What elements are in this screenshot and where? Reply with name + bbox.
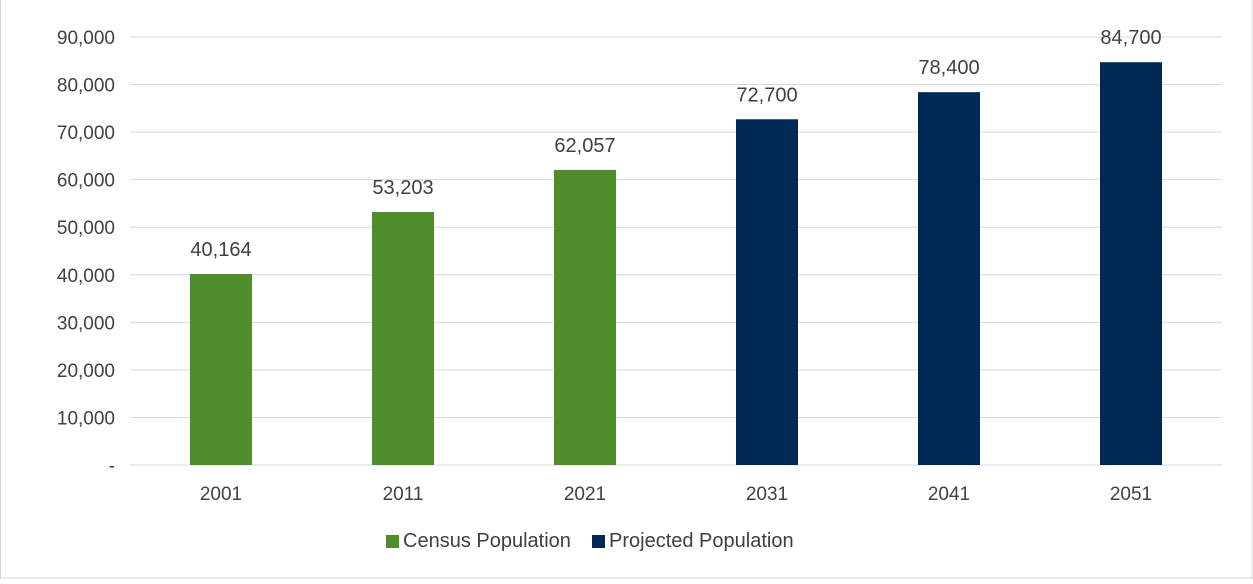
y-tick-label: 60,000 xyxy=(57,171,115,192)
y-tick-label: 40,000 xyxy=(57,266,115,287)
y-tick-label: 10,000 xyxy=(57,408,115,429)
y-tick-label: - xyxy=(109,456,115,477)
x-tick-label-2021: 2021 xyxy=(564,484,606,505)
x-tick-label-2031: 2031 xyxy=(746,484,788,505)
legend: Census Population Projected Population xyxy=(386,530,794,552)
y-axis-tick-labels: - 10,000 20,000 30,000 40,000 50,000 60,000 70,… xyxy=(57,28,115,477)
legend-label: Census Population xyxy=(403,530,571,552)
y-tick-label: 20,000 xyxy=(57,361,115,382)
data-labels: 40,164 53,203 62,057 72,700 78,400 84,700 xyxy=(190,27,1161,261)
data-label-2041: 78,400 xyxy=(918,57,979,79)
y-tick-label: 30,000 xyxy=(57,313,115,334)
bar-2021 xyxy=(554,169,616,465)
gridlines xyxy=(130,36,1222,466)
data-label-2051: 84,700 xyxy=(1100,27,1161,49)
bars xyxy=(190,62,1162,466)
x-tick-label-2041: 2041 xyxy=(928,484,970,505)
bar-2031 xyxy=(736,119,798,465)
bar-2001 xyxy=(190,273,252,465)
data-label-2031: 72,700 xyxy=(736,84,797,106)
data-label-2021: 62,057 xyxy=(554,135,615,157)
y-tick-label: 70,000 xyxy=(57,123,115,144)
bar-2011 xyxy=(372,211,434,465)
y-tick-label: 50,000 xyxy=(57,218,115,239)
bar-2041 xyxy=(918,92,980,466)
x-tick-label-2001: 2001 xyxy=(200,484,242,505)
x-axis-tick-labels: 2001 2011 2021 2031 2041 2051 xyxy=(200,484,1152,505)
x-tick-label-2051: 2051 xyxy=(1110,484,1152,505)
bar-2051 xyxy=(1100,62,1162,466)
data-label-2001: 40,164 xyxy=(190,239,251,261)
x-tick-label-2011: 2011 xyxy=(383,484,424,505)
legend-label: Projected Population xyxy=(609,530,794,552)
legend-swatch xyxy=(386,535,399,548)
data-label-2011: 53,203 xyxy=(372,177,433,199)
legend-swatch xyxy=(592,535,605,548)
y-tick-label: 90,000 xyxy=(57,28,115,49)
y-tick-label: 80,000 xyxy=(57,76,115,97)
